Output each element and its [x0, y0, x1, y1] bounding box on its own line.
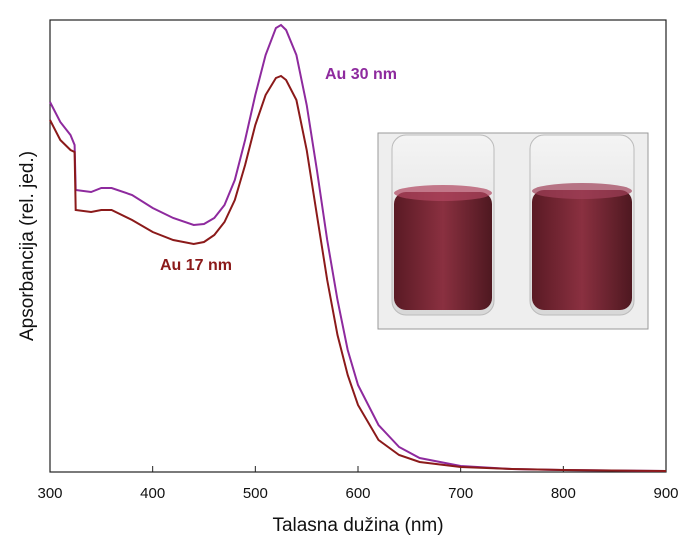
y-axis-title: Apsorbancija (rel. jed.)	[17, 151, 38, 341]
series-label: Au 30 nm	[325, 66, 397, 83]
x-tick-label: 600	[345, 485, 370, 502]
spectrum-line	[49, 74, 667, 472]
spectrum-line	[49, 23, 667, 472]
x-tick-label: 900	[653, 485, 678, 502]
inset-photo	[377, 132, 649, 330]
series-label: Au 17 nm	[160, 257, 232, 274]
x-tick-label: 400	[140, 485, 165, 502]
x-tick-label: 300	[37, 485, 62, 502]
x-tick-label: 700	[448, 485, 473, 502]
x-axis-title: Talasna dužina (nm)	[272, 515, 443, 536]
x-tick-label: 500	[243, 485, 268, 502]
x-tick-label: 800	[551, 485, 576, 502]
